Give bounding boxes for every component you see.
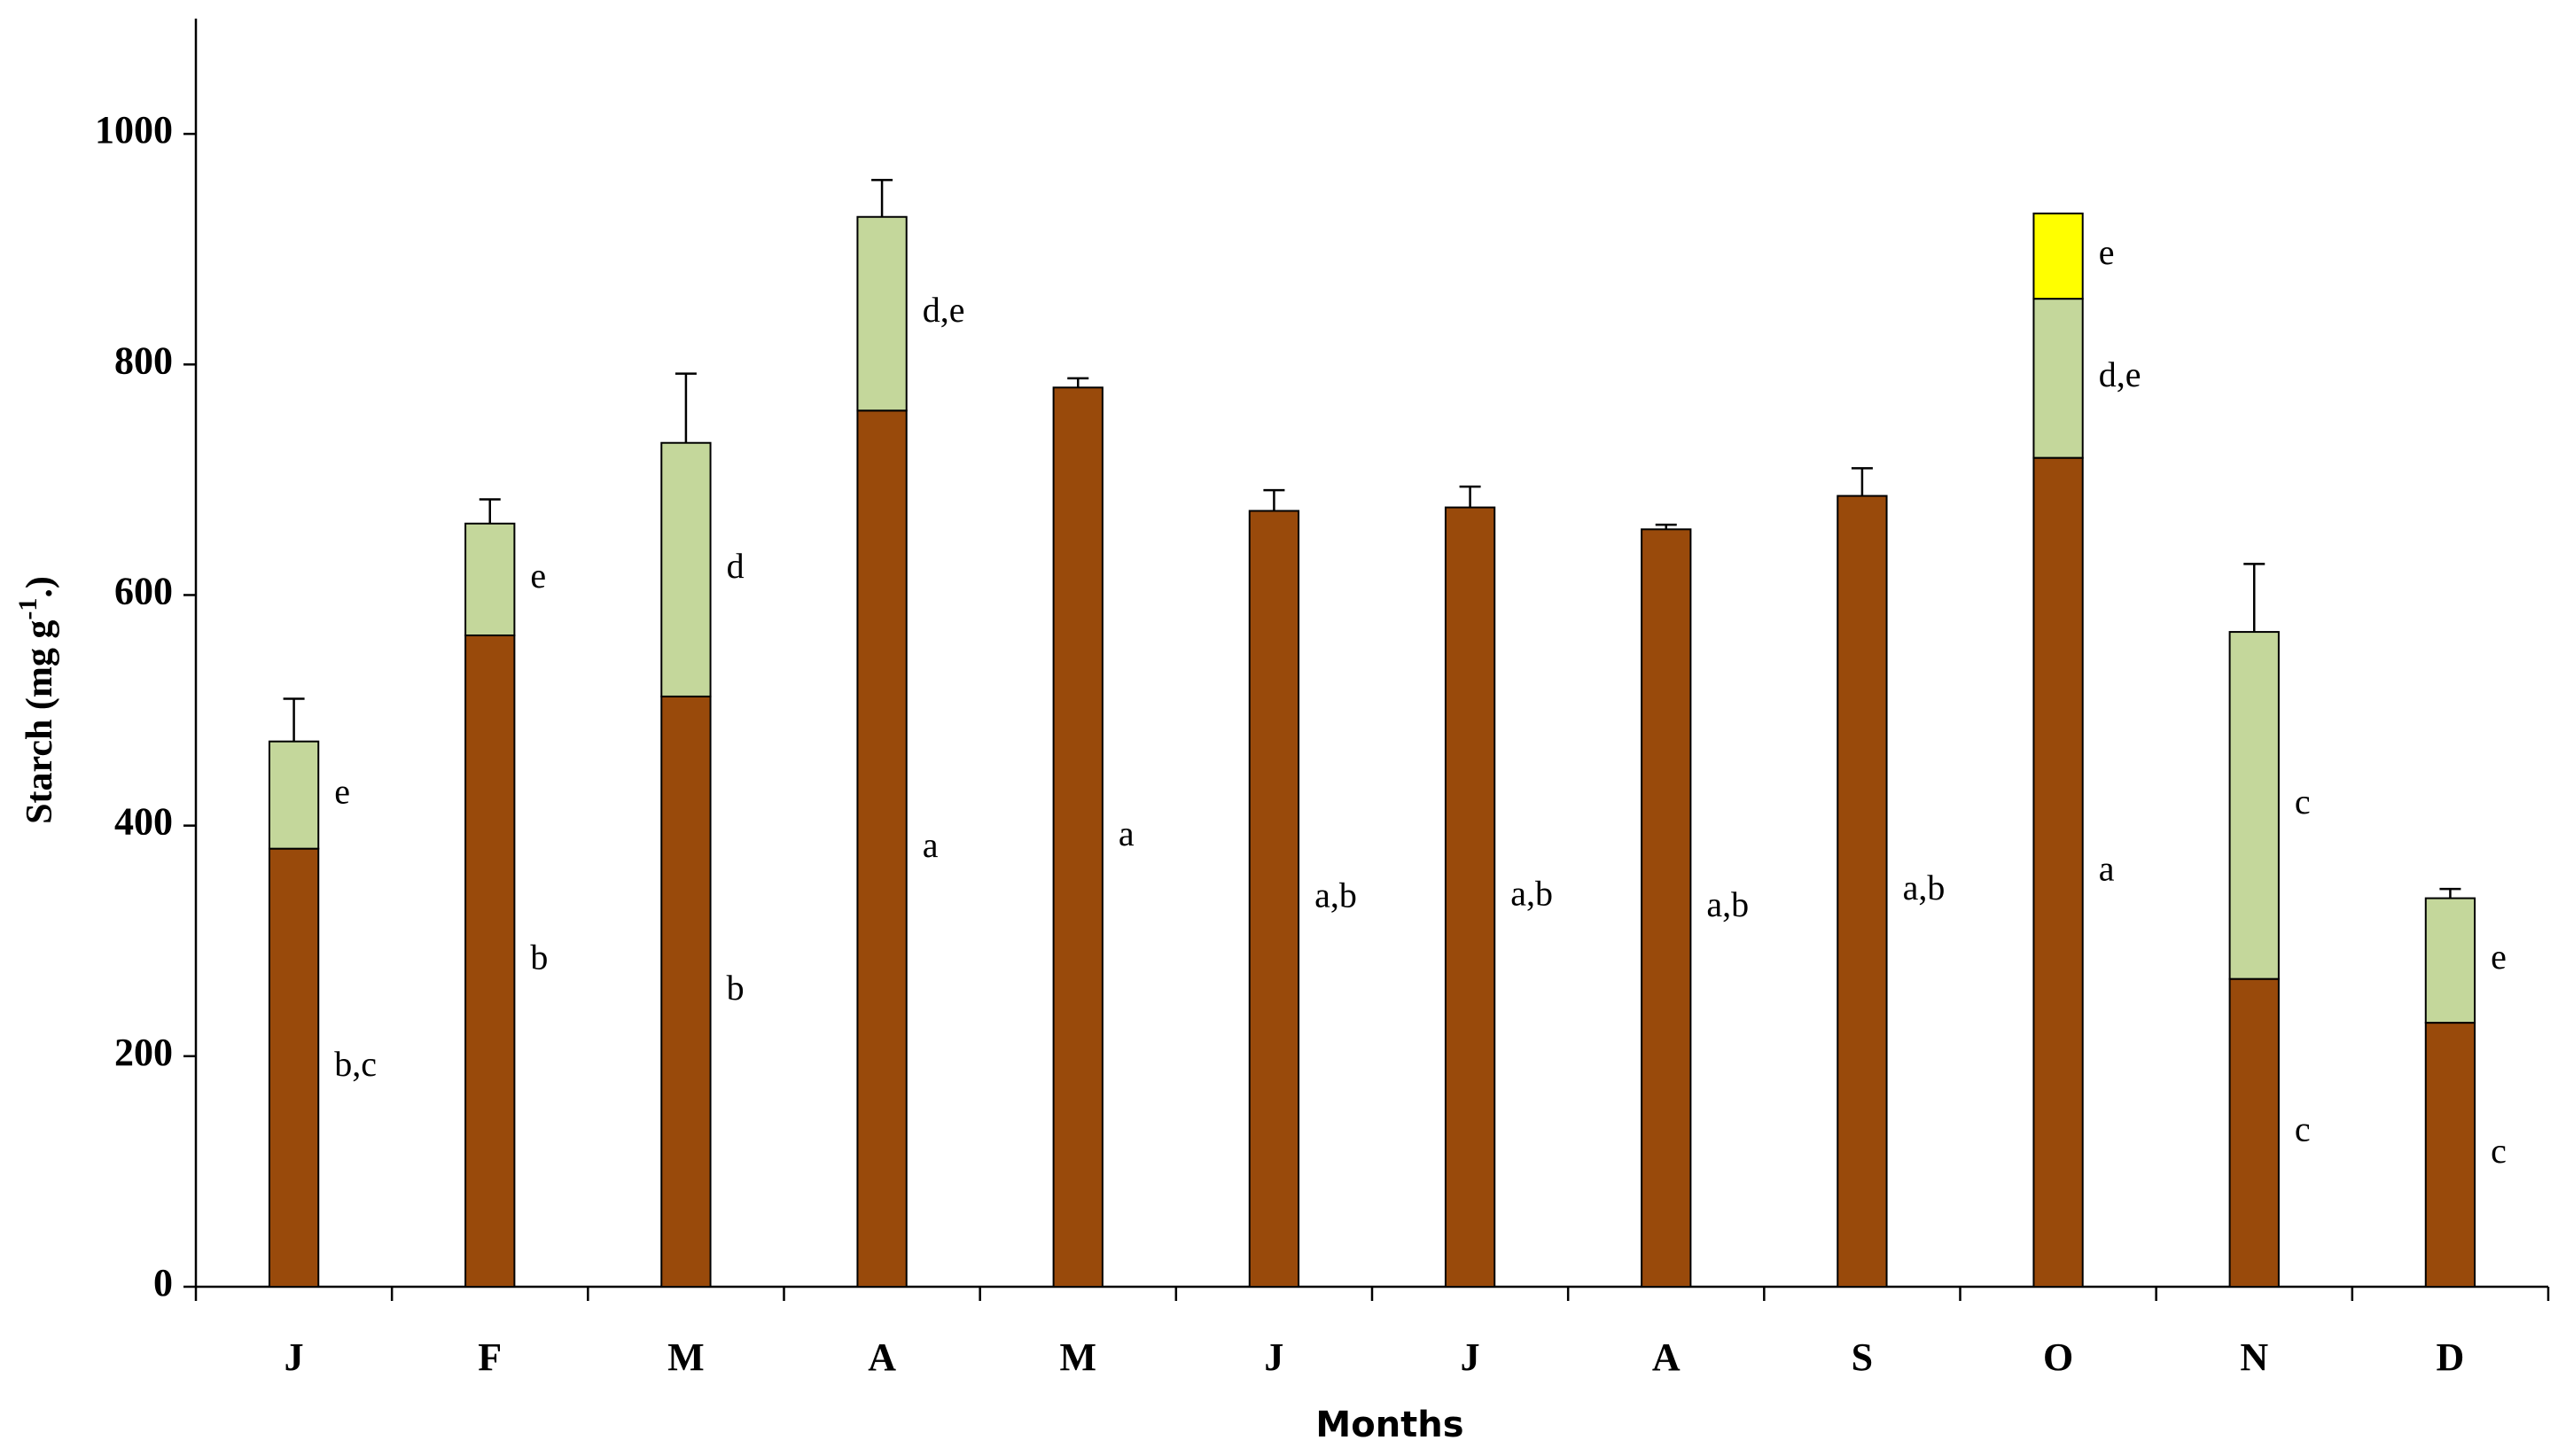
significance-letter: c (2295, 782, 2311, 821)
x-tick-label: M (1059, 1335, 1096, 1379)
y-axis-label-main: Starch (mg g (19, 620, 60, 824)
significance-letter: c (2491, 1131, 2507, 1171)
y-axis-label-sup: -1 (13, 598, 43, 620)
significance-letter: b,c (334, 1044, 377, 1084)
significance-letter: e (530, 556, 546, 596)
y-tick-label: 800 (114, 339, 173, 382)
significance-letter: a,b (1314, 875, 1357, 915)
bar-segment (856, 409, 908, 1288)
bar-segment (1052, 386, 1104, 1289)
x-tick-label: J (1461, 1335, 1480, 1379)
x-tick-label: M (667, 1335, 705, 1379)
x-tick-label: J (1264, 1335, 1283, 1379)
y-tick-label: 400 (114, 800, 173, 844)
x-tick-label: J (285, 1335, 304, 1379)
significance-letter: a (1119, 814, 1135, 853)
significance-letter: a (923, 825, 939, 865)
error-bar (2243, 563, 2266, 633)
error-bar (283, 697, 305, 742)
bar-segment (1444, 506, 1496, 1288)
y-tick-label: 1000 (95, 108, 173, 152)
x-tick-label: A (868, 1335, 896, 1379)
x-axis-label: Months (1315, 1405, 1463, 1445)
x-tick-label: S (1852, 1335, 1873, 1379)
y-tick-label: 0 (153, 1261, 173, 1304)
bar-segment (1641, 528, 1692, 1288)
bar-segment (268, 740, 320, 850)
y-axis-label-end: .) (19, 576, 60, 598)
significance-letter: d,e (2099, 354, 2141, 394)
error-bar (1067, 377, 1089, 388)
significance-letter: a,b (1903, 868, 1946, 907)
error-bar (1655, 523, 1677, 530)
bar-segment (660, 441, 712, 697)
bar-segment (2228, 631, 2280, 980)
error-bar (871, 178, 893, 217)
bar-segment (464, 522, 516, 636)
significance-letter: b (530, 938, 548, 977)
x-tick-label: A (1652, 1335, 1681, 1379)
bar-segment (1248, 510, 1300, 1288)
significance-letter: d,e (923, 290, 965, 330)
significance-letter: e (334, 771, 350, 811)
error-bar (675, 372, 697, 443)
error-bar (2439, 887, 2461, 899)
error-bar (479, 498, 501, 524)
significance-letter: a,b (1510, 873, 1553, 913)
bar-segment (2424, 1022, 2476, 1288)
bar-segment (2228, 977, 2280, 1288)
x-tick-label: D (2437, 1335, 2465, 1379)
significance-letter: c (2295, 1110, 2311, 1149)
error-bar (1459, 485, 1481, 508)
significance-letter: a,b (1706, 884, 1749, 924)
significance-letter: b (727, 968, 745, 1008)
y-tick-label: 600 (114, 570, 173, 613)
significance-letter: e (2491, 937, 2507, 977)
bar-segment (856, 215, 908, 412)
bar-segment (1837, 494, 1888, 1288)
bar-segment (2424, 897, 2476, 1024)
bar-segment (268, 847, 320, 1288)
bar-segment (2032, 212, 2084, 300)
bar-segment (2032, 456, 2084, 1288)
y-axis-label: Starch (mg g-1.) (13, 576, 60, 824)
significance-letter: e (2099, 232, 2115, 272)
error-bar (1851, 467, 1873, 496)
bar-segment (660, 695, 712, 1288)
bar-segment (464, 634, 516, 1288)
x-tick-label: N (2240, 1335, 2268, 1379)
significance-letter: a (2099, 848, 2115, 888)
bar-segment (2032, 298, 2084, 459)
y-tick-label: 200 (114, 1031, 173, 1074)
x-tick-label: O (2043, 1335, 2073, 1379)
significance-letter: d (727, 546, 745, 586)
x-tick-label: F (478, 1335, 502, 1379)
error-bar (1263, 488, 1285, 511)
